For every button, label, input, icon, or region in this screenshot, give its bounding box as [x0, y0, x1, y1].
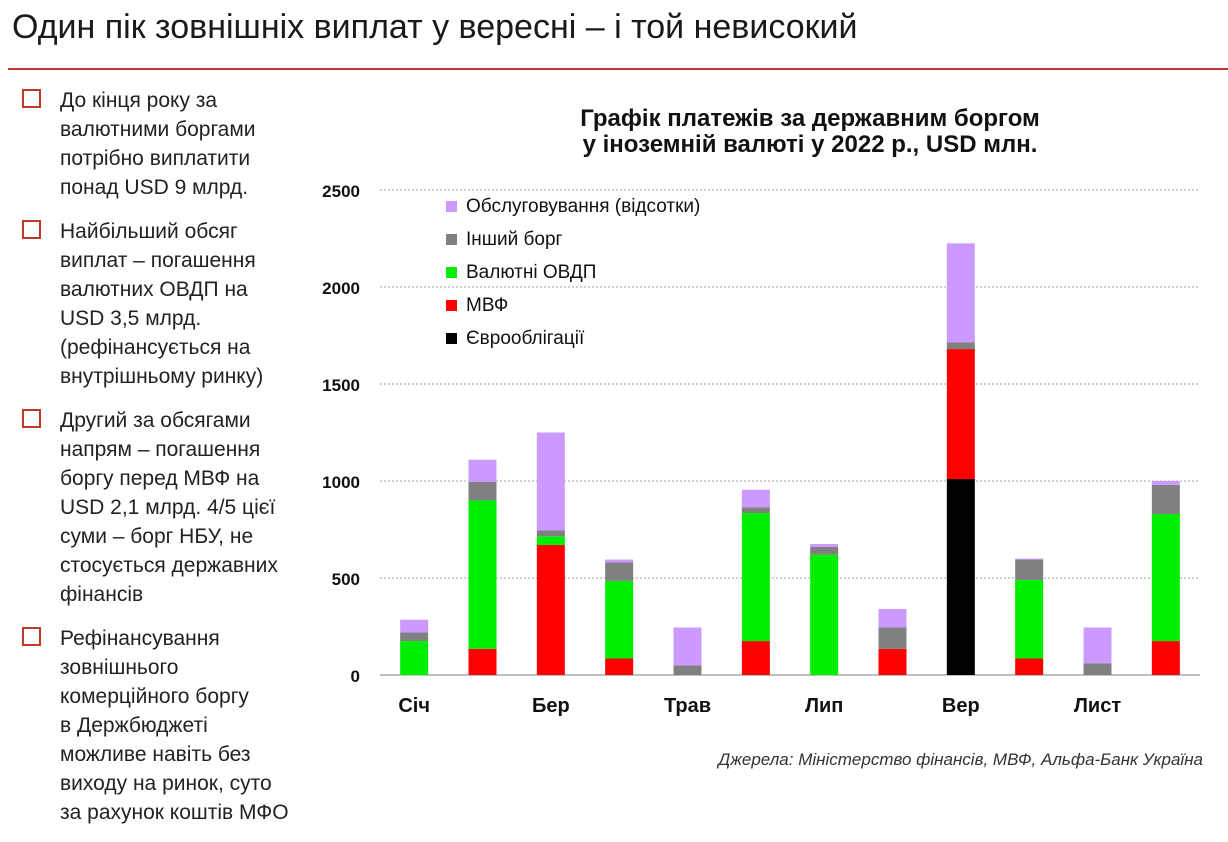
bullet-item: Другий за обсягами напрям – погашення бо… — [22, 406, 322, 609]
bar-segment — [1015, 558, 1044, 560]
bar-segment — [605, 559, 634, 563]
slide-title: Один пік зовнішніх виплат у вересні – і … — [12, 8, 858, 46]
bar-segment — [605, 562, 634, 581]
checkbox-bullet-icon — [22, 220, 41, 239]
checkbox-bullet-icon — [22, 89, 41, 108]
y-tick-label: 1500 — [322, 376, 360, 395]
bar-segment — [810, 554, 839, 675]
legend-swatch — [446, 234, 457, 245]
bar-segment — [1015, 658, 1044, 675]
bar-segment — [946, 479, 975, 675]
bar-segment — [536, 432, 565, 531]
x-tick-label: Вер — [942, 695, 980, 717]
bar-segment — [810, 544, 839, 547]
bar-segment — [741, 507, 770, 514]
y-tick-label: 500 — [332, 570, 360, 589]
bar-segment — [946, 243, 975, 343]
bar-segment — [946, 349, 975, 480]
bullet-list: До кінця року за валютними боргами потрі… — [22, 86, 322, 842]
bar-segment — [536, 530, 565, 537]
bar-segment — [536, 536, 565, 546]
bar-segment — [946, 342, 975, 350]
y-tick-label: 1000 — [322, 473, 360, 492]
bar-segment — [673, 627, 702, 666]
checkbox-bullet-icon — [22, 409, 41, 428]
bar-segment — [878, 627, 907, 649]
bar-segment — [400, 632, 429, 642]
bullet-text: До кінця року за валютними боргами потрі… — [60, 89, 256, 199]
bar-segment — [536, 545, 565, 675]
y-tick-label: 2000 — [322, 279, 360, 298]
bar-segment — [741, 489, 770, 508]
chart-title: Графік платежів за державним боргом у ін… — [580, 105, 1040, 158]
bar-segment — [468, 459, 497, 482]
bar-segment — [1151, 513, 1180, 642]
legend-label: Інший борг — [466, 229, 563, 250]
bar-segment — [400, 641, 429, 675]
legend-label: МВФ — [466, 295, 508, 316]
bar-segment — [1015, 559, 1044, 580]
x-tick-label: Лист — [1074, 695, 1121, 717]
legend-label: Валютні ОВДП — [466, 262, 596, 283]
bar-segment — [1083, 627, 1112, 664]
bar-segment — [673, 665, 702, 675]
y-tick-label: 0 — [351, 667, 360, 686]
bullet-text: Найбільший обсяг виплат – погашення валю… — [60, 220, 264, 388]
bar-segment — [741, 641, 770, 675]
legend-label: Єврооблігації — [466, 328, 585, 349]
bullet-item: До кінця року за валютними боргами потрі… — [22, 86, 322, 202]
bullet-item: Найбільший обсяг виплат – погашення валю… — [22, 217, 322, 391]
x-tick-label: Лип — [805, 695, 843, 717]
legend-label: Обслуговування (відсотки) — [466, 196, 700, 217]
bar-segment — [468, 481, 497, 501]
legend-swatch — [446, 333, 457, 344]
bar-segment — [468, 500, 497, 649]
bar-segment — [741, 513, 770, 642]
stacked-bar-chart: 0 500 1000 1500 2000 2500 Січ Бер Трав Лип Вер Лист… — [322, 182, 1200, 717]
bar-segment — [468, 648, 497, 675]
bullet-text: Другий за обсягами напрям – погашення бо… — [60, 409, 278, 606]
y-tick-label: 2500 — [322, 182, 360, 201]
bar-segment — [400, 619, 429, 633]
title-divider — [8, 68, 1228, 70]
bar-segment — [1151, 481, 1180, 485]
bullet-item: Рефінансування зовнішнього комерційного … — [22, 624, 322, 827]
x-tick-label: Бер — [532, 695, 570, 717]
source-note: Джерела: Міністерство фінансів, МВФ, Аль… — [718, 750, 1203, 769]
bar-segment — [1151, 641, 1180, 675]
bar-segment — [1015, 579, 1044, 659]
bar-segment — [605, 580, 634, 659]
bar-segment — [878, 609, 907, 628]
bullet-text: Рефінансування зовнішнього комерційного … — [60, 627, 289, 824]
legend-swatch — [446, 300, 457, 311]
legend-swatch — [446, 267, 457, 278]
bar-segment — [878, 648, 907, 675]
bar-segment — [810, 546, 839, 555]
bar-segment — [605, 658, 634, 675]
checkbox-bullet-icon — [22, 627, 41, 646]
bar-segment — [1151, 484, 1180, 514]
x-tick-label: Січ — [398, 695, 430, 717]
bar-segment — [1083, 663, 1112, 675]
x-tick-label: Трав — [664, 695, 711, 717]
legend-swatch — [446, 201, 457, 212]
